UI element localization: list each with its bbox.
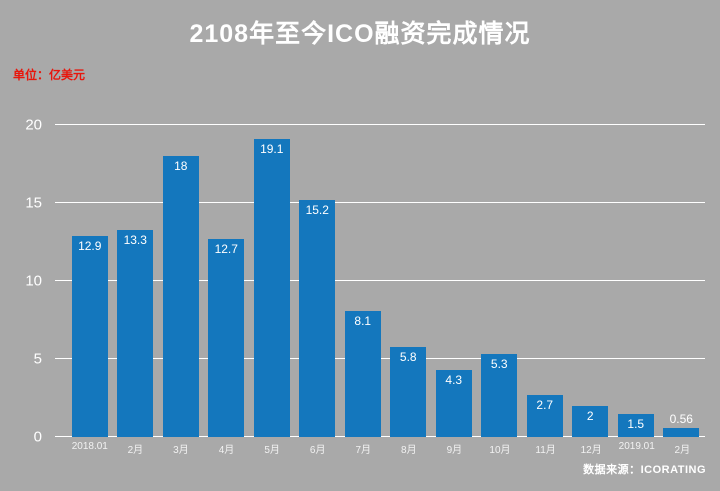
x-tick-label: 8月: [401, 445, 417, 456]
bar-value-label: 15.2: [305, 202, 329, 217]
gridline: [55, 280, 705, 281]
bars: 12.9 13.3 18 12.7 19.1 15.2 8.1 5.8 4.3 5.3 2.7 2 1.…: [67, 125, 704, 437]
bar-slot: 12.9: [67, 125, 113, 437]
gridline: [55, 124, 705, 125]
bar: 1.5: [617, 413, 654, 437]
x-tick-label: 12月: [580, 445, 602, 456]
x-tick-label: 2月: [127, 445, 144, 456]
bar-value-label: 5.8: [399, 349, 417, 364]
bar-slot: 2: [568, 125, 614, 437]
bar-value-label: 4.3: [445, 372, 463, 387]
bar-value-label: 0.56: [669, 412, 693, 427]
bar: 8.1: [344, 310, 381, 437]
bar-value-label: 18: [174, 159, 188, 174]
x-tick-label: 6月: [309, 445, 326, 456]
plot-area: 12.9 13.3 18 12.7 19.1 15.2 8.1 5.8 4.3 5.3 2.7 2 1.…: [55, 124, 705, 437]
bar: 4.3: [435, 369, 472, 437]
bar-value-label: 8.1: [354, 313, 372, 328]
x-tick-label: 7月: [355, 445, 372, 456]
bar-slot: 2.7: [522, 125, 568, 437]
bar: 12.7: [208, 238, 245, 437]
bar-slot: 15.2: [295, 125, 341, 437]
bar: 15.2: [299, 199, 336, 437]
y-tick-label: 15: [25, 194, 42, 212]
bar-value-label: 19.1: [260, 142, 284, 157]
bar-slot: 0.56: [659, 125, 705, 437]
y-tick-label: 20: [25, 116, 42, 134]
x-tick-label: 5月: [264, 445, 280, 456]
bar-slot: 1.5: [613, 125, 659, 437]
bar: 12.9: [71, 235, 108, 437]
bar-value-label: 12.9: [78, 238, 102, 253]
bar: 0.56: [663, 412, 700, 437]
bar: 5.8: [390, 346, 427, 437]
source-label: 数据来源：ICORATING: [583, 464, 706, 476]
bar: 5.3: [481, 354, 518, 437]
gridline: [55, 202, 705, 203]
bar-value-label: 2.7: [536, 397, 554, 412]
x-tick-label: 10月: [489, 445, 511, 456]
bar-slot: 13.3: [113, 125, 159, 437]
x-tick-label: 9月: [446, 445, 463, 456]
bar-slot: 8.1: [340, 125, 386, 437]
bar-slot: 5.8: [386, 125, 432, 437]
bar: 18: [162, 156, 199, 437]
bar-slot: 18: [158, 125, 204, 437]
bar-value-label: 13.3: [123, 232, 147, 247]
bar-value-label: 2: [586, 408, 594, 423]
bar: 13.3: [117, 229, 154, 437]
bar-value-label: 12.7: [214, 241, 238, 256]
bar-slot: 19.1: [249, 125, 295, 437]
bar: 2: [572, 405, 609, 437]
y-tick-label: 5: [33, 350, 42, 368]
x-tick-label: 3月: [173, 445, 189, 456]
x-tick-label: 2018.01: [71, 441, 108, 452]
y-tick-label: 0: [33, 428, 42, 446]
x-tick-label: 2019.01: [618, 441, 655, 452]
x-tick-label: 11月: [535, 445, 556, 456]
x-axis: 2018.01 2月 3月 4月 5月 6月 7月 8月 9月 10月 11月 12月 2019.01 2…: [67, 441, 705, 456]
bar-value-label: 5.3: [490, 357, 508, 372]
bar: 19.1: [253, 139, 290, 437]
bar-slot: 4.3: [431, 125, 477, 437]
x-tick-label: 4月: [218, 445, 235, 456]
bar-slot: 12.7: [204, 125, 250, 437]
y-tick-label: 10: [25, 272, 42, 290]
bar: 2.7: [526, 394, 563, 437]
chart-title: 2108年至今ICO融资完成情况: [189, 20, 531, 48]
bar-value-label: 1.5: [627, 416, 645, 431]
unit-label: 单位：亿美元: [13, 68, 86, 82]
bar-slot: 5.3: [477, 125, 523, 437]
x-tick-label: 2月: [674, 445, 691, 456]
